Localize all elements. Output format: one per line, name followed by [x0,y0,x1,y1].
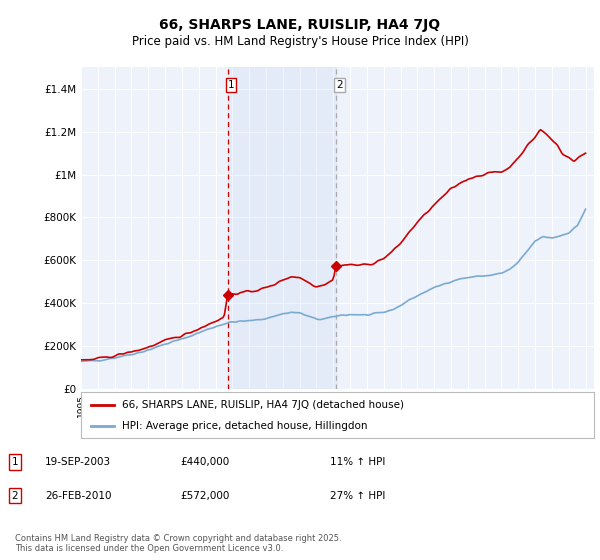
Text: 26-FEB-2010: 26-FEB-2010 [45,491,112,501]
Text: Contains HM Land Registry data © Crown copyright and database right 2025.
This d: Contains HM Land Registry data © Crown c… [15,534,341,553]
Text: 1: 1 [11,457,19,467]
Text: 66, SHARPS LANE, RUISLIP, HA4 7JQ: 66, SHARPS LANE, RUISLIP, HA4 7JQ [160,18,440,32]
Text: 1: 1 [228,80,235,90]
Text: £572,000: £572,000 [180,491,229,501]
Text: 2: 2 [336,80,343,90]
Text: 66, SHARPS LANE, RUISLIP, HA4 7JQ (detached house): 66, SHARPS LANE, RUISLIP, HA4 7JQ (detac… [122,400,404,410]
Text: £440,000: £440,000 [180,457,229,467]
Text: 2: 2 [11,491,19,501]
Text: Price paid vs. HM Land Registry's House Price Index (HPI): Price paid vs. HM Land Registry's House … [131,35,469,49]
Text: HPI: Average price, detached house, Hillingdon: HPI: Average price, detached house, Hill… [122,422,368,431]
Text: 27% ↑ HPI: 27% ↑ HPI [330,491,385,501]
Text: 19-SEP-2003: 19-SEP-2003 [45,457,111,467]
Bar [227,67,336,389]
Text: 11% ↑ HPI: 11% ↑ HPI [330,457,385,467]
